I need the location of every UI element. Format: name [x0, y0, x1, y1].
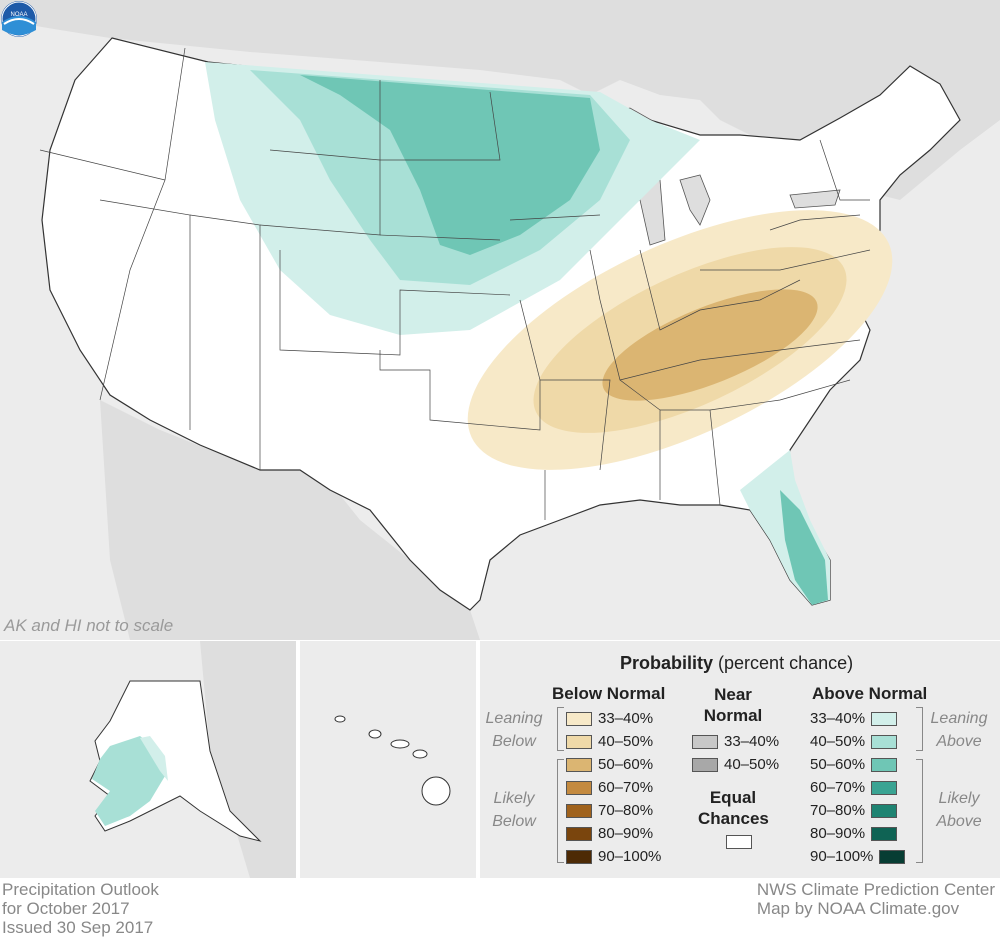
above-row: 90–100% — [804, 848, 906, 865]
footer-right: NWS Climate Prediction Center Map by NOA… — [757, 880, 995, 918]
above-row: 60–70% — [804, 779, 898, 796]
legend-range-label: 90–100% — [810, 848, 874, 865]
legend-swatch — [692, 734, 718, 749]
above-row: 40–50% — [804, 733, 898, 750]
below-leaning-label: Leaning Below — [485, 710, 543, 750]
alaska-inset — [0, 641, 296, 878]
legend-range-label: 33–40% — [724, 733, 780, 750]
below-leaning-bracket — [557, 707, 564, 751]
footer-left: Precipitation Outlook for October 2017 I… — [2, 880, 159, 937]
legend-range-label: 60–70% — [598, 779, 654, 796]
above-row: 70–80% — [804, 802, 898, 819]
legend-swatch — [566, 849, 592, 864]
above-leaning-bracket — [916, 707, 923, 751]
legend-range-label: 70–80% — [810, 802, 866, 819]
above-row: 80–90% — [804, 825, 898, 842]
legend-range-label: 70–80% — [598, 802, 654, 819]
below-normal-heading: Below Normal — [552, 684, 666, 703]
footer-title: Precipitation Outlook — [2, 880, 159, 899]
legend-range-label: 60–70% — [810, 779, 866, 796]
equal-chances-heading: Equal Chances — [698, 788, 769, 828]
legend-swatch — [871, 711, 898, 726]
below-row: 60–70% — [566, 779, 659, 796]
below-row: 50–60% — [566, 756, 659, 773]
noaa-logo-icon: NOAA — [1, 1, 37, 37]
below-row: 70–80% — [566, 802, 659, 819]
legend-range-label: 40–50% — [724, 756, 780, 773]
legend-title-rest: (percent chance) — [718, 653, 854, 673]
below-row: 90–100% — [566, 848, 667, 865]
above-row: 50–60% — [804, 756, 898, 773]
above-row: 33–40% — [804, 710, 898, 727]
logo-text: NOAA — [10, 12, 27, 18]
legend-swatch — [692, 757, 718, 772]
canada-landmass — [0, 0, 1000, 200]
hawaii-map-svg — [334, 715, 451, 806]
below-likely-bracket — [557, 759, 564, 863]
legend-title: Probability (percent chance) — [620, 653, 853, 674]
below-row: 40–50% — [566, 733, 659, 750]
scale-note: AK and HI not to scale — [4, 616, 174, 635]
legend-range-label: 80–90% — [810, 825, 866, 842]
legend-range-label: 40–50% — [598, 733, 654, 750]
legend-swatch — [871, 826, 898, 841]
legend-range-label: 90–100% — [598, 848, 662, 865]
legend-swatch — [871, 734, 898, 749]
us-map-svg — [0, 0, 1000, 640]
mexico-landmass — [100, 400, 480, 640]
above-likely-bracket — [916, 759, 923, 863]
below-normal-likely-50-60 — [602, 289, 818, 401]
legend-swatch — [566, 757, 592, 772]
above-likely-label: Likely Above — [936, 790, 982, 830]
above-leaning-label: Leaning Above — [930, 710, 988, 750]
alaska-map-svg — [89, 641, 296, 878]
legend-range-label: 33–40% — [598, 710, 654, 727]
equal-chances-swatch — [726, 835, 752, 849]
near-row: 33–40% — [692, 733, 785, 750]
legend-range-label: 50–60% — [810, 756, 866, 773]
below-row: 33–40% — [566, 710, 659, 727]
alaska-above-normal-shading — [92, 736, 165, 826]
footer-period: for October 2017 — [2, 899, 130, 918]
florida-likely-above — [780, 490, 828, 605]
legend-range-label: 33–40% — [810, 710, 866, 727]
below-likely-label: Likely Below — [492, 790, 536, 830]
legend-swatch — [879, 849, 906, 864]
legend-range-label: 80–90% — [598, 825, 654, 842]
legend-swatch — [871, 803, 898, 818]
footer-credit-cpc: NWS Climate Prediction Center — [756, 880, 995, 899]
probability-legend: Probability (percent chance) Below Norma… — [480, 641, 1000, 878]
legend-swatch — [566, 780, 592, 795]
legend-swatch — [566, 803, 592, 818]
legend-swatch — [871, 780, 898, 795]
legend-swatch — [566, 826, 592, 841]
state-borders — [39, 47, 871, 520]
legend-range-label: 40–50% — [810, 733, 866, 750]
footer-issued: Issued 30 Sep 2017 — [2, 918, 154, 937]
above-normal-likely-50-60 — [300, 75, 600, 255]
hawaii-inset — [300, 641, 476, 878]
legend-swatch — [871, 757, 898, 772]
legend-swatch — [566, 711, 592, 726]
below-row: 80–90% — [566, 825, 659, 842]
near-normal-heading: Near Normal — [703, 685, 763, 725]
legend-title-bold: Probability — [620, 653, 714, 673]
contiguous-us-map: AK and HI not to scale NOAA — [0, 0, 1000, 640]
above-normal-heading: Above Normal — [812, 684, 928, 703]
near-row: 40–50% — [692, 756, 785, 773]
legend-range-label: 50–60% — [598, 756, 654, 773]
hawaii-islands — [334, 715, 451, 806]
footer-credit-map: Map by NOAA Climate.gov — [756, 899, 960, 918]
legend-swatch — [566, 734, 592, 749]
